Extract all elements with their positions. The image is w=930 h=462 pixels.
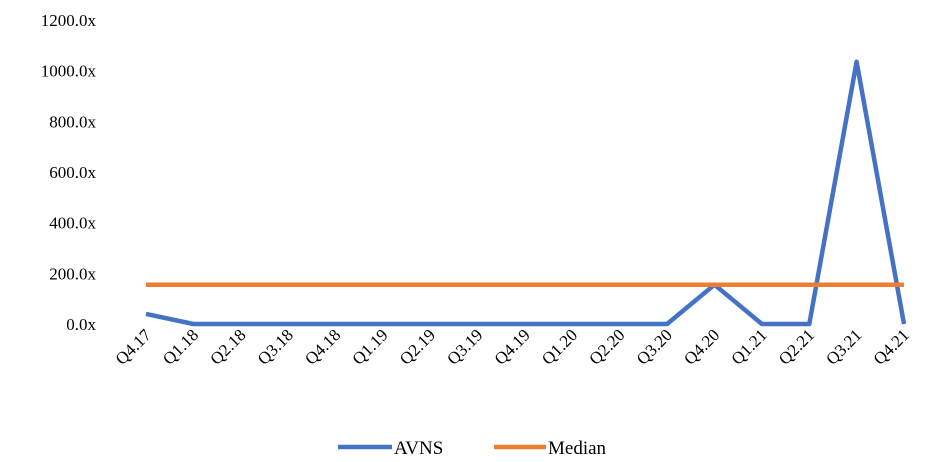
legend: AVNS Median (338, 438, 607, 459)
x-tick-label: Q1.18 (159, 325, 202, 368)
x-tick-label: Q4.18 (301, 325, 344, 368)
x-axis-ticks: Q4.17 Q1.18 Q2.18 Q3.18 Q4.18 Q1.19 Q2.19 Q3.19… (112, 325, 913, 369)
y-tick-label: 0.0x (66, 315, 96, 334)
y-tick-label: 1200.0x (41, 11, 97, 30)
x-tick-label: Q2.20 (585, 325, 628, 368)
y-tick-label: 1000.0x (41, 62, 97, 81)
x-tick-label: Q3.19 (443, 325, 486, 368)
x-tick-label: Q3.20 (633, 325, 676, 368)
x-tick-label: Q4.19 (491, 325, 534, 368)
y-tick-label: 200.0x (49, 264, 96, 283)
y-tick-label: 600.0x (49, 163, 96, 182)
x-tick-label: Q2.19 (396, 325, 439, 368)
x-tick-label: Q1.19 (349, 325, 392, 368)
legend-label-median: Median (548, 438, 607, 459)
x-tick-label: Q2.18 (206, 325, 249, 368)
x-tick-label: Q1.21 (728, 325, 771, 368)
y-axis-ticks: 0.0x 200.0x 400.0x 600.0x 800.0x 1000.0x 1200.… (41, 11, 97, 334)
y-tick-label: 400.0x (49, 214, 96, 233)
x-tick-label: Q4.21 (870, 325, 913, 368)
x-tick-label: Q3.18 (254, 325, 297, 368)
y-tick-label: 800.0x (49, 112, 96, 131)
x-tick-label: Q2.21 (775, 325, 818, 368)
legend-label-avns: AVNS (394, 438, 443, 459)
x-tick-label: Q4.20 (680, 325, 723, 368)
x-tick-label: Q4.17 (112, 325, 156, 369)
x-tick-label: Q1.20 (538, 325, 581, 368)
x-tick-label: Q3.21 (822, 325, 865, 368)
series-lines (145, 59, 907, 327)
